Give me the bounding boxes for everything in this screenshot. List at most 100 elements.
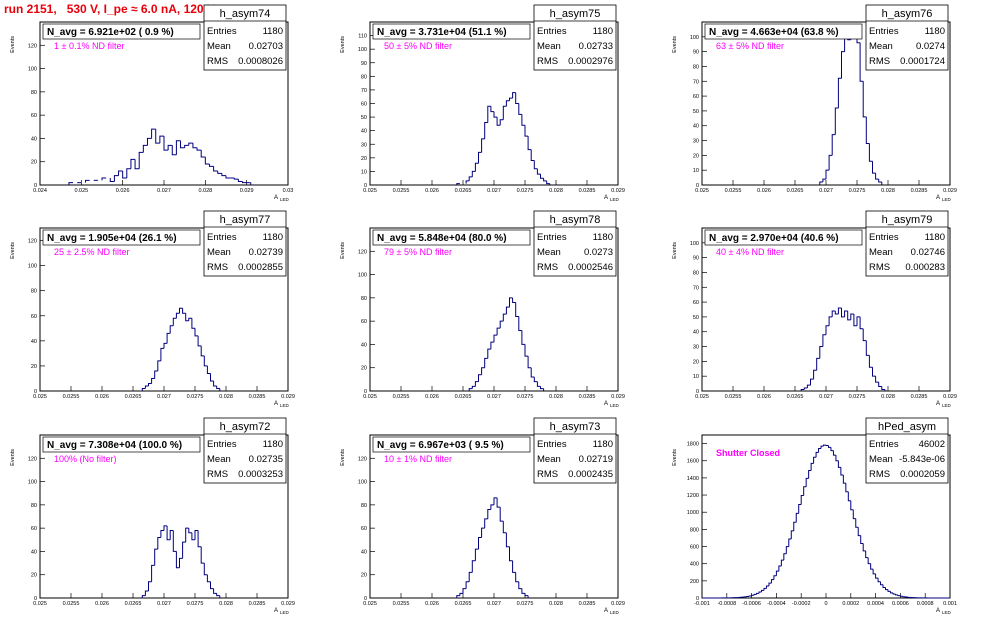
histogram-bin xyxy=(768,582,772,586)
histogram-bin xyxy=(820,445,824,449)
histogram-bin xyxy=(490,106,494,113)
stats-entries-value: 46002 xyxy=(919,439,945,450)
stats-rms-label: RMS xyxy=(207,56,228,67)
histogram-bin xyxy=(141,387,146,391)
histogram-bin xyxy=(468,388,473,391)
histogram-bin xyxy=(800,389,805,391)
y-tick-label: 60 xyxy=(31,526,37,532)
navg-label: N_avg = 5.848e+04 (80.0 %) xyxy=(377,233,507,244)
stats-entries-label: Entries xyxy=(207,26,237,37)
histogram-panel-h_asym78: Events 0 20 40 60 80 100 120 0.025 0.0255 0.026 0.0… xyxy=(340,210,625,408)
x-tick-label: 0.029 xyxy=(611,188,625,194)
histogram-bin xyxy=(216,593,220,597)
x-tick-label: 0.027 xyxy=(819,394,833,400)
histogram-bin xyxy=(841,51,845,79)
filter-annotation: Shutter Closed xyxy=(716,448,780,458)
x-tick-label: 0.026 xyxy=(95,394,109,400)
histogram-bin xyxy=(179,307,183,314)
histogram-bin xyxy=(885,587,888,591)
x-tick-label: 0.001 xyxy=(943,601,957,607)
stats-rms-label: RMS xyxy=(537,469,558,480)
histogram-bin xyxy=(210,373,214,382)
histogram-bin xyxy=(518,103,522,115)
histogram-bin xyxy=(509,97,513,101)
x-axis-label-subscript: LED xyxy=(942,197,952,202)
y-tick-label: 0 xyxy=(696,389,699,395)
y-axis-label: Events xyxy=(672,242,678,259)
histogram-bin xyxy=(862,81,867,118)
histogram-bin xyxy=(166,332,171,344)
y-tick-label: 1000 xyxy=(687,510,699,516)
histogram-bin xyxy=(151,564,155,582)
x-tick-label: 0.0285 xyxy=(911,188,928,194)
x-tick-label: 0.0285 xyxy=(579,601,596,607)
x-tick-label: 0.0255 xyxy=(63,601,80,607)
x-tick-label: 0.027 xyxy=(819,188,833,194)
histogram-bin xyxy=(763,587,767,591)
histogram-bin xyxy=(540,386,544,390)
y-tick-label: 20 xyxy=(693,153,699,159)
histogram-bin xyxy=(484,518,488,529)
navg-label: N_avg = 2.970e+04 (40.6 %) xyxy=(709,233,839,244)
histogram-bin xyxy=(184,144,189,148)
histogram-bin xyxy=(465,581,470,589)
histogram-bin xyxy=(154,370,158,379)
histogram-bin xyxy=(157,360,161,371)
x-tick-label: 0.025 xyxy=(33,394,47,400)
y-tick-label: 100 xyxy=(358,47,367,53)
histogram-bin xyxy=(756,592,760,595)
x-tick-label: 0.0255 xyxy=(393,188,410,194)
histogram-bin xyxy=(856,316,861,326)
histogram-bin xyxy=(155,129,160,144)
stats-rms-value: 0.0002976 xyxy=(568,56,613,67)
y-tick-label: 90 xyxy=(693,50,699,56)
histogram-bin xyxy=(840,467,844,476)
histogram-bin xyxy=(837,77,842,108)
histogram-bin xyxy=(151,128,156,139)
histogram-bin xyxy=(496,497,501,508)
y-tick-label: 60 xyxy=(31,314,37,320)
stats-rms-label: RMS xyxy=(537,56,558,67)
stats-mean-value: 0.0273 xyxy=(584,247,613,258)
histogram-bin xyxy=(144,385,149,389)
y-tick-label: 1400 xyxy=(687,476,699,482)
histogram-bin xyxy=(751,594,755,596)
y-tick-label: 40 xyxy=(361,342,367,348)
filter-annotation: 63 ± 5% ND filter xyxy=(716,41,784,51)
histogram-bin xyxy=(847,491,851,502)
stats-entries-value: 1180 xyxy=(593,439,613,450)
x-axis-label: A xyxy=(936,401,940,407)
histogram-bin xyxy=(803,387,808,390)
y-axis-label: Events xyxy=(340,242,346,259)
x-tick-label: 0.0275 xyxy=(187,601,204,607)
y-tick-label: 50 xyxy=(361,115,367,121)
histogram-bin xyxy=(242,181,247,184)
navg-box xyxy=(372,436,531,453)
y-tick-label: 40 xyxy=(693,124,699,130)
histogram-bin xyxy=(837,460,841,468)
stats-mean-value: -5.843e-06 xyxy=(899,454,945,465)
histogram-bin xyxy=(509,546,513,562)
y-tick-label: 120 xyxy=(358,456,367,462)
x-tick-label: 0.025 xyxy=(33,601,47,607)
y-tick-label: 0 xyxy=(34,389,37,395)
histogram-bin xyxy=(521,114,525,126)
y-tick-label: 80 xyxy=(31,90,37,96)
histogram-bin xyxy=(775,570,779,576)
histogram-bin xyxy=(865,550,869,559)
histogram-bin xyxy=(806,384,811,389)
stats-entries-value: 1180 xyxy=(925,232,945,243)
histogram-bin xyxy=(203,563,208,576)
histogram-bin xyxy=(758,591,762,594)
histogram-bin xyxy=(788,538,792,547)
filter-annotation: 100% (No filter) xyxy=(54,454,117,464)
y-axis-label: Events xyxy=(10,242,16,259)
stats-entries-label: Entries xyxy=(869,26,899,37)
histogram-bin xyxy=(196,147,202,151)
x-tick-label: 0.029 xyxy=(281,601,295,607)
histogram-bin xyxy=(171,145,177,156)
histogram-bin xyxy=(834,107,839,135)
x-tick-label: 0.0265 xyxy=(455,188,472,194)
y-tick-label: 10 xyxy=(693,374,699,380)
x-tick-label: 0.0265 xyxy=(455,601,472,607)
